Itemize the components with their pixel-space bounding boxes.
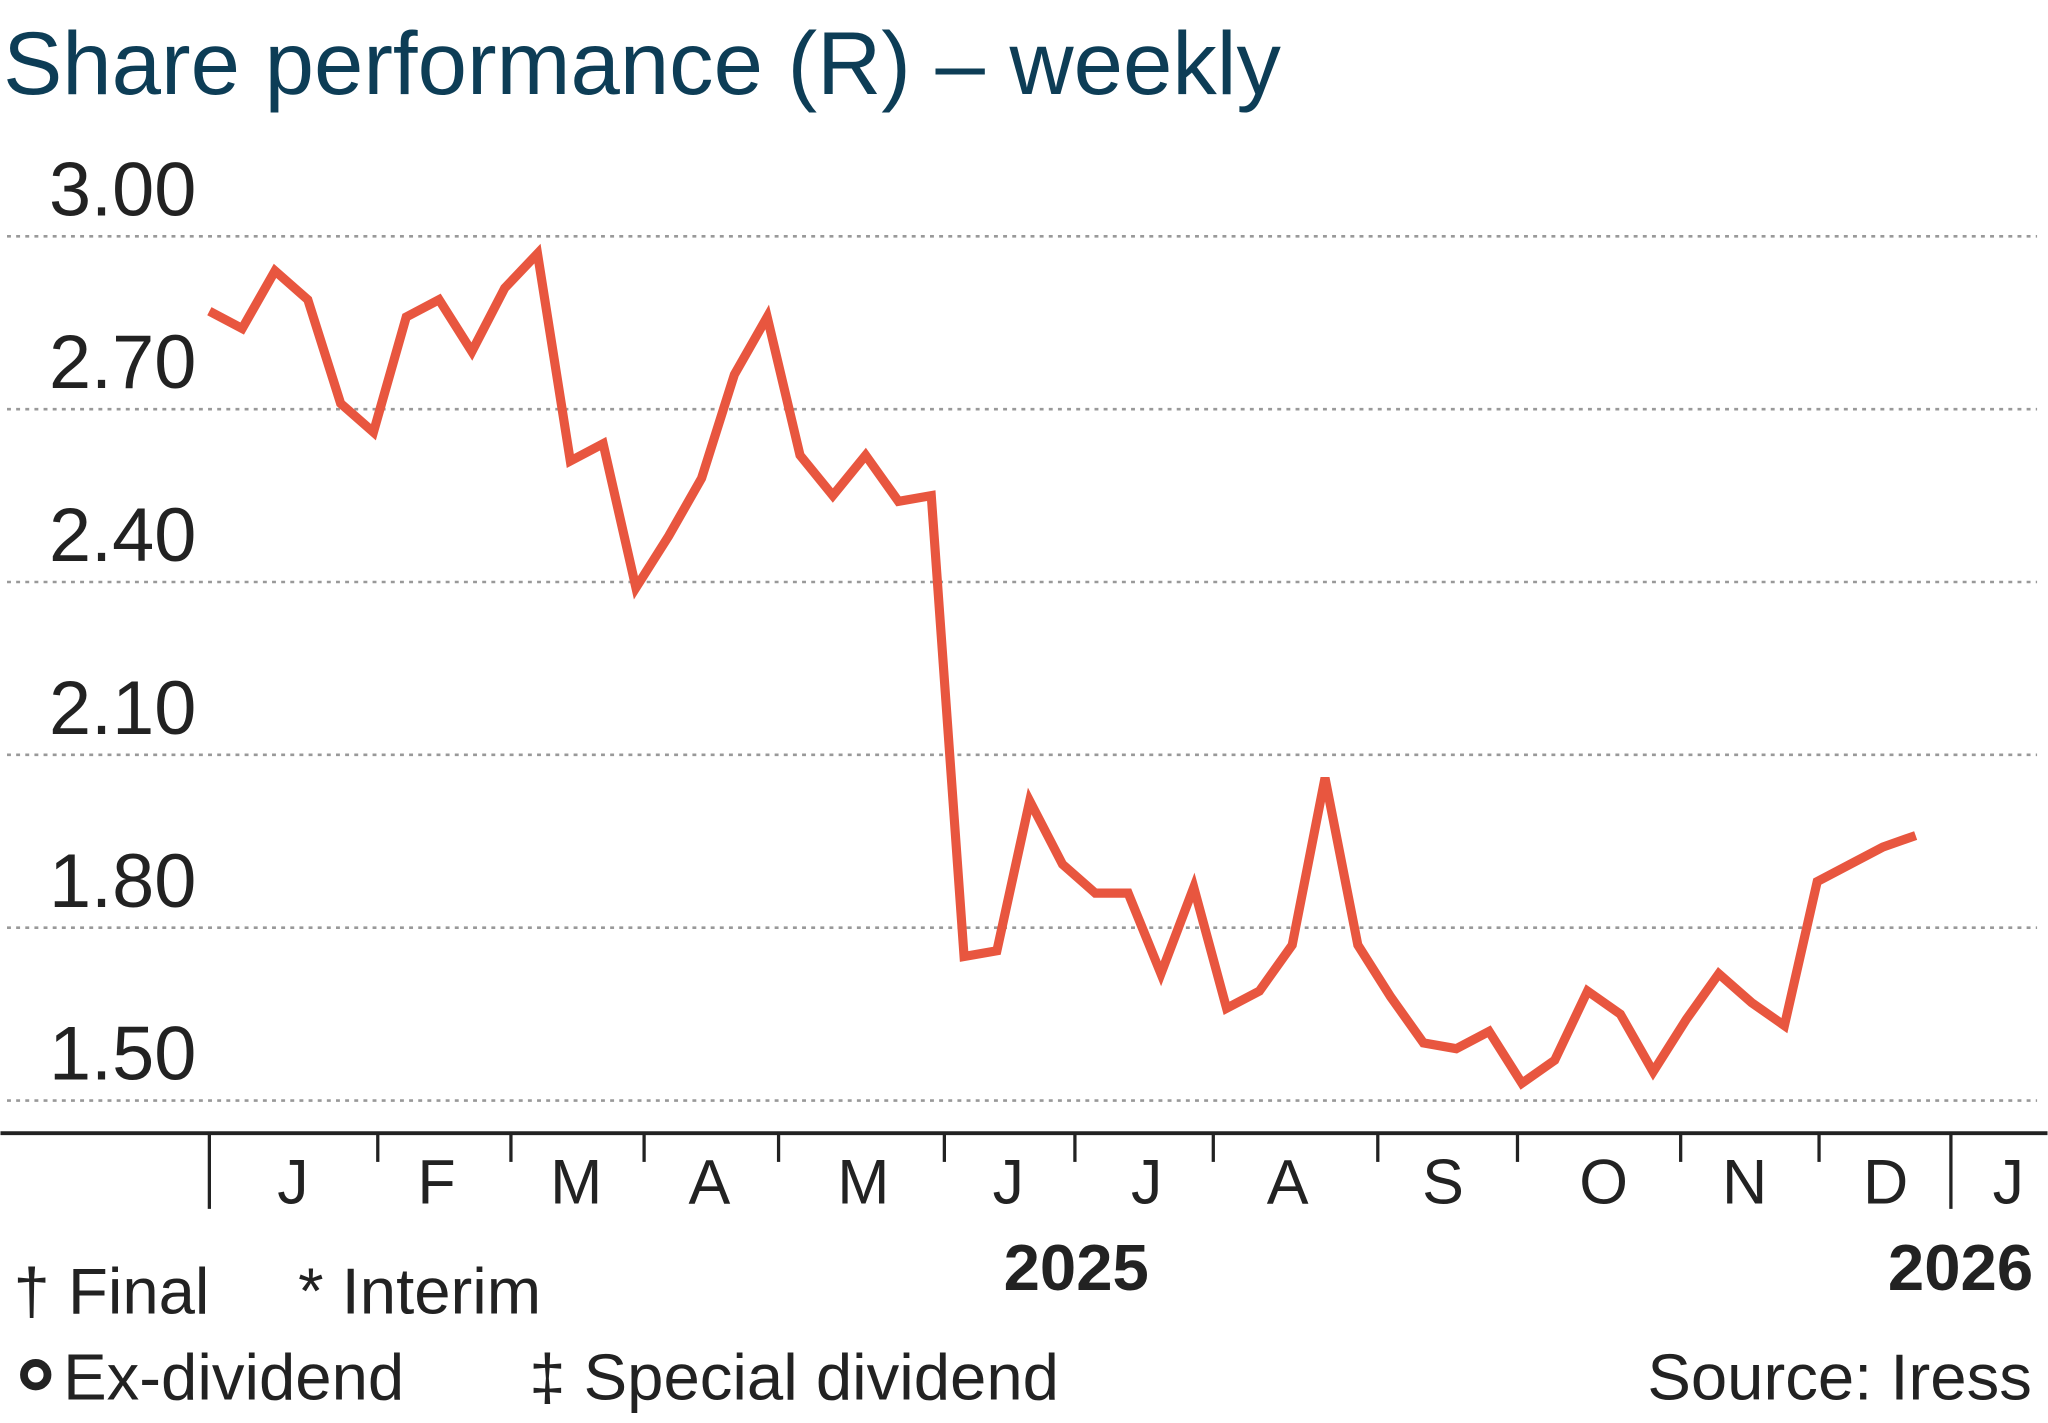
x-tick-label: A	[688, 1148, 730, 1218]
legend-interim: * Interim	[298, 1254, 541, 1327]
ex-dividend-circle-icon	[20, 1359, 52, 1391]
data-points	[209, 253, 1916, 1084]
x-tick-label: O	[1579, 1148, 1628, 1218]
x-tick-label: M	[837, 1148, 889, 1218]
source-label: Source: Iress	[1647, 1341, 2031, 1414]
y-tick-label: 1.50	[49, 1012, 196, 1097]
chart-title: Share performance (R) – weekly	[3, 14, 1281, 113]
y-axis-ticks: 3.00 2.70 2.40 2.10 1.80 1.50	[49, 147, 196, 1096]
x-tick-label: F	[417, 1148, 455, 1218]
y-tick-label: 2.40	[49, 493, 196, 578]
legend-ex-dividend: Ex-dividend	[63, 1341, 404, 1414]
y-tick-label: 2.10	[49, 666, 196, 751]
y-tick-label: 2.70	[49, 320, 196, 405]
legend-special-dividend: ‡ Special dividend	[529, 1341, 1059, 1414]
x-tick-label: J	[993, 1148, 1024, 1218]
x-tick-label: J	[277, 1148, 308, 1218]
x-tick-label: N	[1722, 1148, 1767, 1218]
x-tick-label: J	[1993, 1148, 2024, 1218]
y-tick-label: 3.00	[49, 147, 196, 232]
legend-final: † Final	[14, 1254, 210, 1327]
y-tick-label: 1.80	[49, 839, 196, 924]
x-tick-label: J	[1131, 1148, 1162, 1218]
share-price-line	[207, 243, 1918, 1090]
year-label-2025: 2025	[1004, 1231, 1149, 1304]
year-label-2026: 2026	[1888, 1231, 2033, 1304]
x-tick-label: S	[1422, 1148, 1464, 1218]
x-tick-label: A	[1267, 1148, 1309, 1218]
x-tick-label: D	[1863, 1148, 1908, 1218]
x-tick-label: M	[550, 1148, 602, 1218]
grid-lines	[7, 234, 2038, 1102]
